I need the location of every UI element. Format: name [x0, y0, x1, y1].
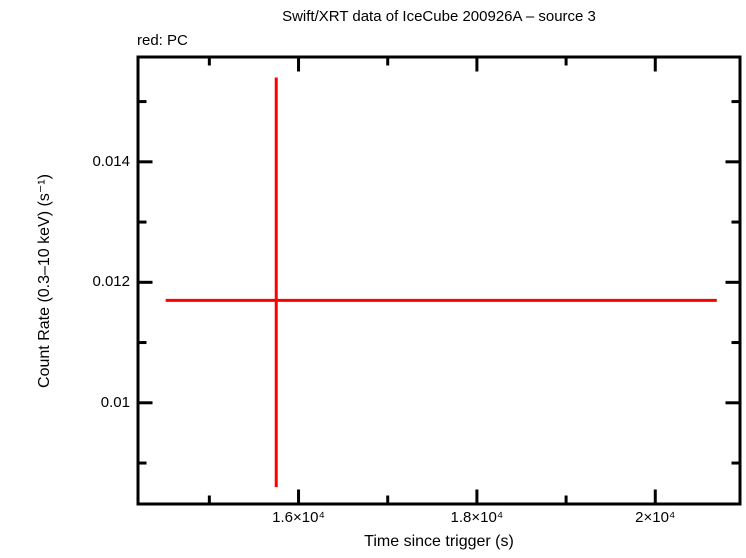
y-tick-label: 0.01	[100, 393, 130, 411]
x-tick-label: 1.8×10⁴	[450, 509, 504, 526]
y-tick-label: 0.014	[92, 152, 130, 170]
legend-mode-note: red: PC	[137, 32, 188, 49]
x-tick-label: 2×10⁴	[635, 509, 676, 526]
x-tick-label: 1.6×10⁴	[272, 509, 325, 526]
plot-border	[136, 55, 742, 506]
x-axis-label: Time since trigger (s)	[364, 533, 514, 550]
chart-title: Swift/XRT data of IceCube 200926A – sour…	[282, 8, 596, 25]
y-tick-label: 0.012	[92, 273, 130, 291]
